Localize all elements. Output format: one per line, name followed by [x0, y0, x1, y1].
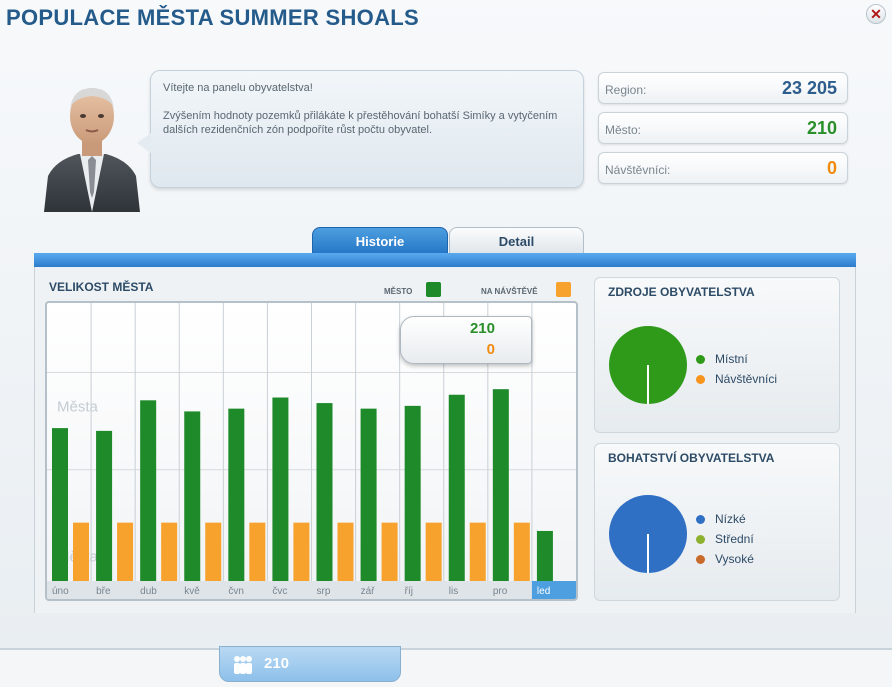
low-dot-icon — [696, 515, 705, 524]
bar-visitors[interactable] — [161, 522, 178, 581]
wealth-legend-mid-label: Střední — [715, 532, 754, 546]
close-icon[interactable]: ✕ — [866, 4, 886, 24]
tab-detail[interactable]: Detail — [449, 227, 584, 255]
bar-visitors[interactable] — [337, 522, 354, 581]
wealth-pie — [609, 495, 687, 573]
bar-city[interactable] — [404, 405, 421, 581]
bar-city[interactable] — [316, 403, 333, 581]
advisor-greeting: Vítejte na panelu obyvatelstva! — [163, 82, 313, 94]
x-tick-label: říj — [405, 586, 413, 597]
bar-visitors[interactable] — [249, 522, 266, 581]
x-tick-label: čvn — [228, 586, 244, 597]
high-dot-icon — [696, 555, 705, 564]
stat-region-value: 23 205 — [781, 78, 837, 98]
bar-visitors[interactable] — [205, 522, 222, 581]
bar-city[interactable] — [536, 530, 553, 581]
stat-region-label: Region: — [605, 83, 647, 97]
sources-legend-visitors-label: Návštěvníci — [715, 372, 778, 386]
bar-visitors[interactable] — [293, 522, 310, 581]
stat-city: Město: 210 — [598, 112, 848, 144]
bar-visitors[interactable] — [513, 522, 530, 581]
local-dot-icon — [696, 355, 705, 364]
x-tick-label: led — [537, 586, 550, 597]
bar-city[interactable] — [272, 397, 289, 581]
stat-region: Region: 23 205 — [598, 72, 848, 104]
bar-visitors[interactable] — [469, 522, 486, 581]
tab-history[interactable]: Historie — [312, 227, 448, 255]
city-size-chart: MěstaMěstaúnobředubkvěčvnčvcsrpzářříjlis… — [45, 301, 578, 601]
window-title: POPULACE MĚSTA SUMMER SHOALS — [6, 5, 419, 30]
stat-visitors: Návštěvníci: 0 — [598, 152, 848, 184]
highlighted-category — [531, 581, 576, 599]
legend-city-swatch — [426, 282, 441, 297]
bar-city[interactable] — [228, 408, 245, 581]
wealth-legend-high: Vysoké — [696, 552, 754, 566]
legend-visitors-swatch — [556, 282, 571, 297]
wealth-legend-low: Nízké — [696, 512, 746, 526]
wealth-legend-high-label: Vysoké — [715, 552, 754, 566]
x-tick-label: srp — [317, 586, 331, 597]
x-tick-label: lis — [449, 586, 458, 597]
stat-city-label: Město: — [605, 123, 642, 137]
x-tick-label: bře — [96, 586, 111, 597]
population-footer-tab[interactable]: 210 — [219, 646, 401, 682]
x-tick-label: dub — [140, 586, 157, 597]
people-icon — [232, 655, 254, 679]
x-tick-label: úno — [52, 586, 69, 597]
tooltip-city-value: 210 — [469, 320, 495, 337]
advisor-portrait — [42, 80, 142, 212]
mid-dot-icon — [696, 535, 705, 544]
bar-visitors[interactable] — [73, 522, 89, 581]
bar-city[interactable] — [492, 389, 509, 581]
footer-population-value: 210 — [264, 655, 290, 672]
x-tick-label: kvě — [184, 586, 200, 597]
wealth-header: BOHATSTVÍ OBYVATELSTVA — [608, 451, 775, 465]
bar-visitors[interactable] — [117, 522, 134, 581]
population-window: POPULACE MĚSTA SUMMER SHOALS ✕ Víte — [0, 0, 892, 650]
sources-header: ZDROJE OBYVATELSTVA — [608, 285, 755, 299]
sources-pie — [609, 326, 687, 404]
stat-visitors-label: Návštěvníci: — [605, 163, 671, 177]
bar-city[interactable] — [448, 394, 465, 581]
sources-legend-local-label: Místní — [715, 352, 748, 366]
visitors-dot-icon — [696, 375, 705, 384]
legend-city-label: MĚSTO — [384, 287, 413, 296]
bar-city[interactable] — [52, 428, 68, 581]
sources-legend-local: Místní — [696, 352, 748, 366]
stat-visitors-value: 0 — [826, 158, 837, 178]
x-axis-strip — [47, 581, 576, 599]
bar-city[interactable] — [184, 411, 201, 581]
advisor-message: Zvýšením hodnoty pozemků přilákáte k pře… — [163, 110, 558, 136]
tooltip-visitors-value: 0 — [486, 341, 495, 358]
wealth-legend-mid: Střední — [696, 532, 754, 546]
x-tick-label: pro — [493, 586, 508, 597]
stat-city-value: 210 — [806, 118, 837, 138]
wealth-legend-low-label: Nízké — [715, 512, 746, 526]
x-tick-label: zář — [361, 586, 376, 597]
sources-legend-visitors: Návštěvníci — [696, 372, 777, 386]
bar-visitors[interactable] — [381, 522, 398, 581]
bar-city[interactable] — [140, 400, 157, 581]
bar-visitors[interactable] — [425, 522, 442, 581]
legend-visitors-label: NA NÁVŠTĚVĚ — [481, 287, 538, 296]
tab-band — [34, 253, 856, 267]
bar-city[interactable] — [360, 408, 377, 581]
bar-chart-svg: MěstaMěstaúnobředubkvěčvnčvcsrpzářříjlis… — [47, 303, 576, 599]
chart-tooltip: 210 0 — [400, 316, 532, 364]
x-tick-label: čvc — [272, 586, 287, 597]
advisor-speech-bubble: Vítejte na panelu obyvatelstva! Zvýšením… — [137, 70, 584, 188]
city-size-header: VELIKOST MĚSTA — [49, 280, 154, 294]
bar-city[interactable] — [96, 430, 113, 581]
chart-ghost-label: Města — [57, 398, 99, 415]
